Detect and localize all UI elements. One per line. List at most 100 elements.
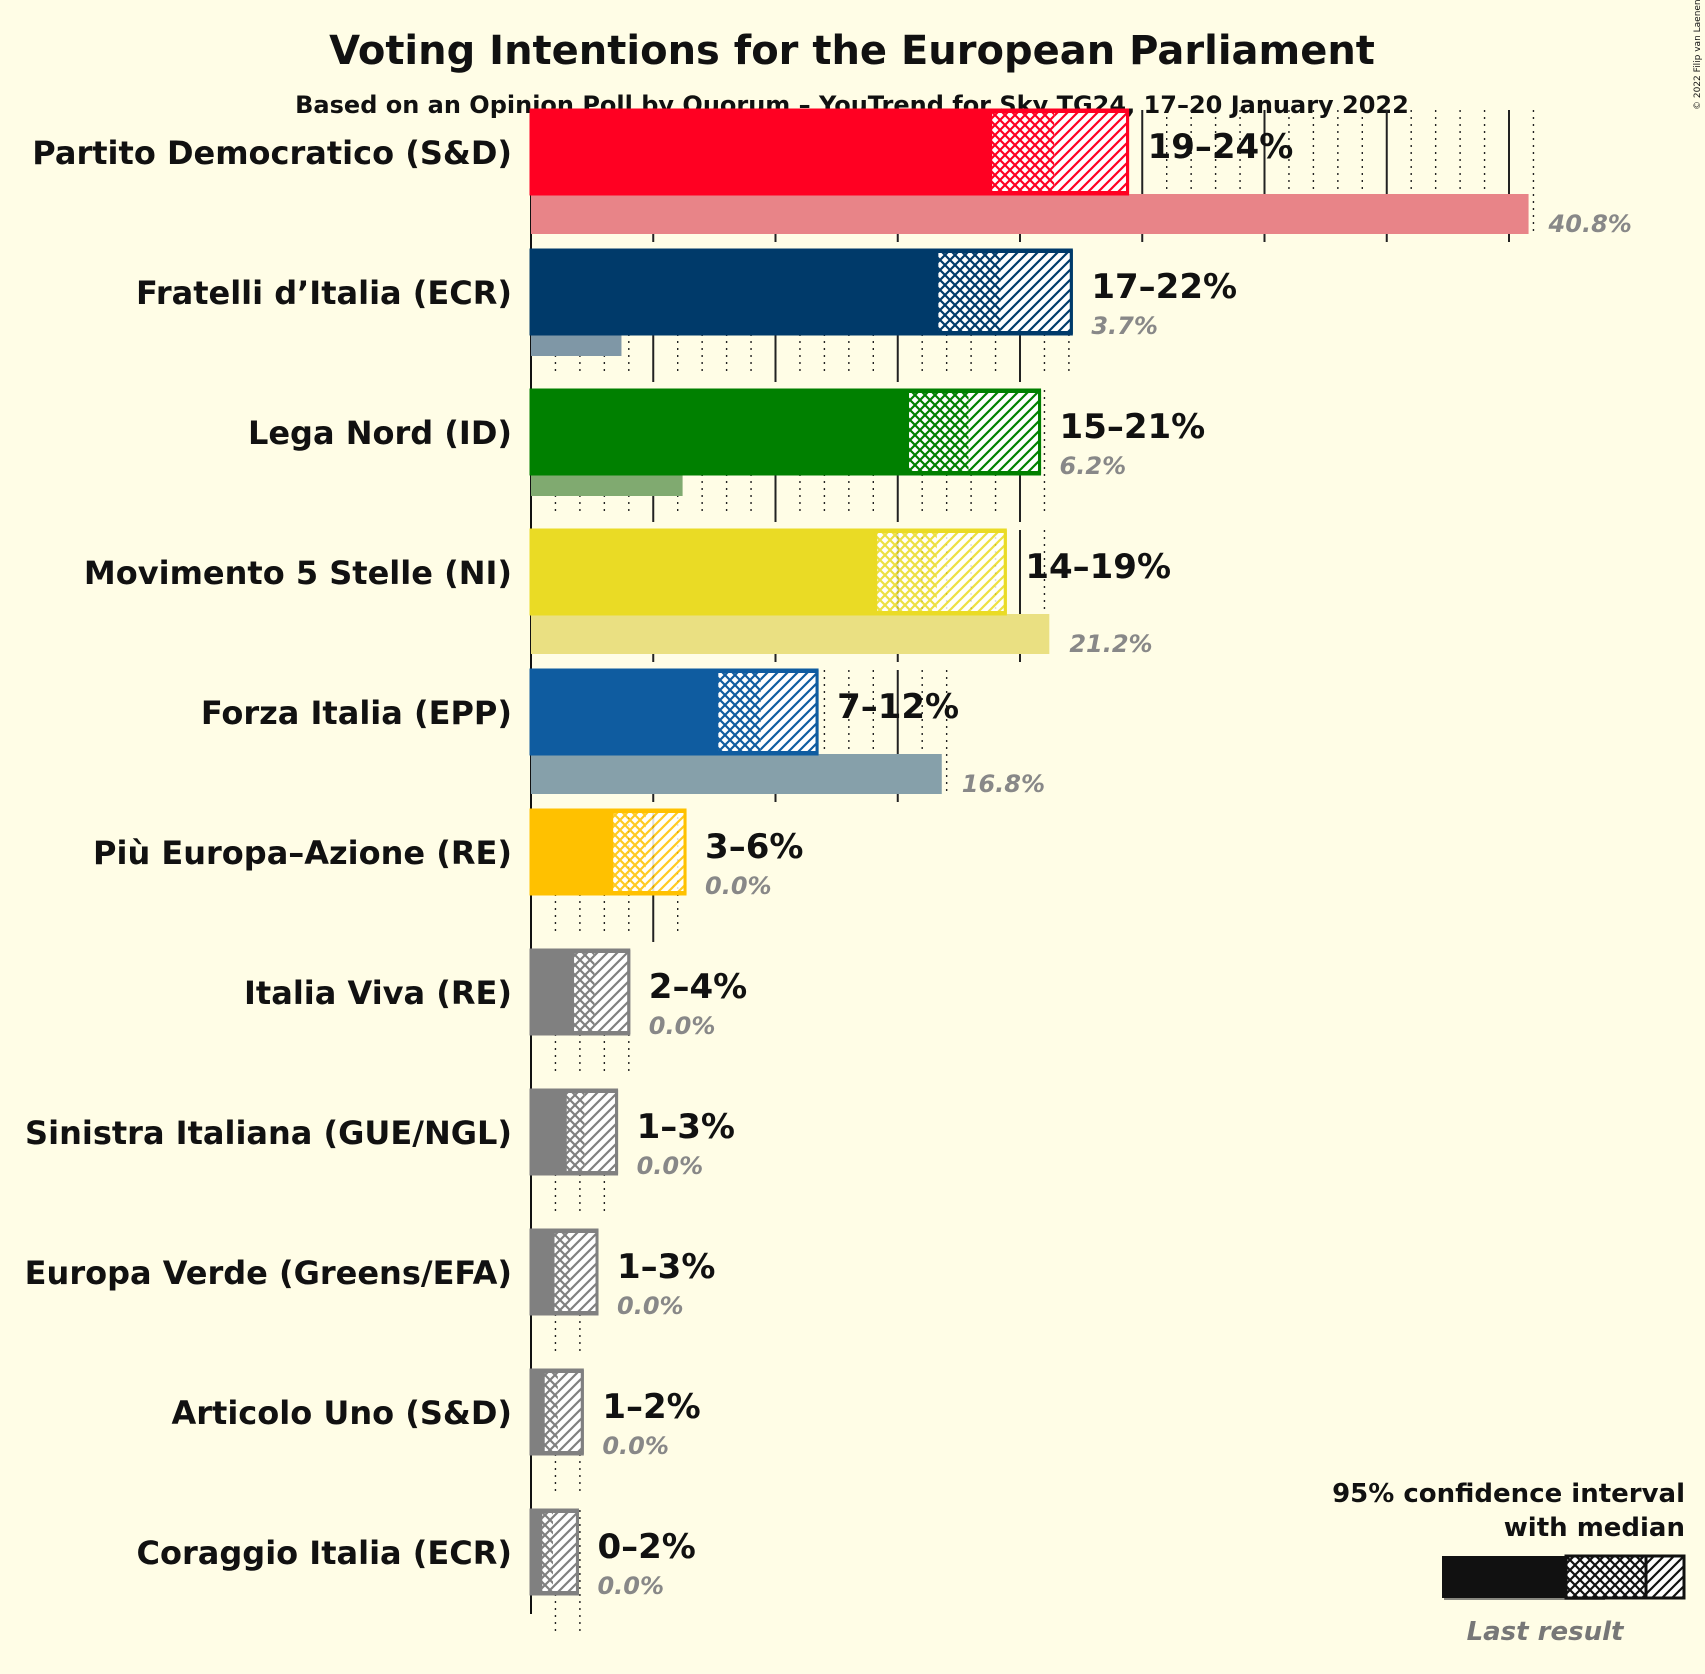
range-label: 14–19% <box>1025 547 1171 587</box>
party-row: Più Europa–Azione (RE) 3–6% 0.0% <box>93 808 803 942</box>
range-label: 1–2% <box>602 1387 700 1427</box>
bar-ci-lower <box>936 250 1001 334</box>
range-label: 2–4% <box>649 967 747 1007</box>
bar-ci-lower <box>875 530 937 614</box>
bar-ci-lower <box>611 810 646 894</box>
bar-outline <box>529 528 1007 616</box>
bar-solid <box>531 1510 541 1594</box>
range-label: 17–22% <box>1091 267 1237 307</box>
bars-layer: Partito Democratico (S&D) 19–24% 40.8% Frat… <box>25 108 1632 1634</box>
bar-ci-upper <box>968 390 1040 474</box>
party-row: Sinistra Italiana (GUE/NGL) 1–3% 0.0% <box>25 1088 735 1214</box>
range-label: 1–3% <box>617 1247 715 1287</box>
bar-ci-upper <box>1054 110 1128 194</box>
bar-outline <box>529 1088 619 1176</box>
legend-title-line2: with median <box>1504 1513 1685 1543</box>
party-row: Coraggio Italia (ECR) 0–2% 0.0% <box>137 1508 696 1634</box>
party-label: Sinistra Italiana (GUE/NGL) <box>25 1114 512 1152</box>
legend: 95% confidence interval with median Last… <box>1332 1479 1686 1647</box>
party-label: Coraggio Italia (ECR) <box>137 1534 512 1572</box>
legend-title-line1: 95% confidence interval <box>1332 1479 1685 1509</box>
bar-ci-lower <box>572 950 595 1034</box>
bar-ci-upper <box>936 530 1006 614</box>
last-result-bar <box>531 474 683 496</box>
bar-ci-upper <box>594 950 629 1034</box>
bar-ci-lower <box>907 390 969 474</box>
last-result-bar <box>531 754 942 794</box>
last-result-label: 0.0% <box>617 1292 684 1320</box>
bar-solid <box>531 390 908 474</box>
party-row: Articolo Uno (S&D) 1–2% 0.0% <box>171 1368 701 1494</box>
bar-solid <box>531 250 937 334</box>
party-label: Movimento 5 Stelle (NI) <box>84 554 512 592</box>
party-row: Partito Democratico (S&D) 19–24% 40.8% <box>32 108 1632 242</box>
range-label: 7–12% <box>837 687 959 727</box>
bar-solid <box>531 1090 566 1174</box>
bar-outline <box>529 1508 579 1596</box>
party-row: Fratelli d’Italia (ECR) 17–22% 3.7% <box>136 248 1237 382</box>
legend-solid-bar <box>1442 1556 1566 1598</box>
range-label: 3–6% <box>705 827 803 867</box>
last-result-label: 0.0% <box>637 1152 704 1180</box>
bar-ci-upper <box>760 670 818 754</box>
range-label: 19–24% <box>1148 127 1294 167</box>
last-result-bar <box>531 194 1529 234</box>
bar-solid <box>531 530 876 614</box>
bar-solid <box>531 110 991 194</box>
bar-outline <box>529 1228 599 1316</box>
last-result-label: 40.8% <box>1548 210 1632 238</box>
bar-outline <box>529 388 1042 476</box>
bar-ci-lower <box>553 1230 571 1314</box>
bar-outline <box>529 948 631 1036</box>
last-result-label: 3.7% <box>1091 312 1158 340</box>
bar-outline <box>529 1368 584 1456</box>
chart-title: Voting Intentions for the European Parli… <box>329 28 1375 74</box>
bar-ci-upper <box>584 1090 617 1174</box>
party-row: Italia Viva (RE) 2–4% 0.0% <box>244 948 747 1074</box>
range-label: 0–2% <box>597 1527 695 1567</box>
bar-outline <box>529 668 819 756</box>
legend-crosshatch-bar <box>1564 1554 1648 1600</box>
party-label: Articolo Uno (S&D) <box>171 1394 512 1432</box>
party-label: Italia Viva (RE) <box>244 974 512 1012</box>
bar-outline <box>529 248 1073 336</box>
party-label: Lega Nord (ID) <box>248 414 512 452</box>
bar-solid <box>531 1370 544 1454</box>
copyright-note: © 2022 Filip van Laenen <box>1693 0 1703 110</box>
bar-ci-lower <box>716 670 761 754</box>
last-result-label: 21.2% <box>1069 630 1152 658</box>
last-result-label: 0.0% <box>602 1432 669 1460</box>
party-label: Europa Verde (Greens/EFA) <box>25 1254 512 1292</box>
party-label: Più Europa–Azione (RE) <box>93 834 512 872</box>
last-result-bar <box>531 334 622 356</box>
bar-ci-upper <box>645 810 686 894</box>
party-row: Forza Italia (EPP) 7–12% 16.8% <box>201 668 1045 802</box>
party-label: Fratelli d’Italia (ECR) <box>136 274 512 312</box>
bar-ci-upper <box>570 1230 598 1314</box>
last-result-label: 6.2% <box>1060 452 1127 480</box>
last-result-label: 16.8% <box>962 770 1045 798</box>
range-label: 15–21% <box>1060 407 1206 447</box>
party-label: Forza Italia (EPP) <box>201 694 512 732</box>
bar-ci-lower <box>990 110 1055 194</box>
legend-hatch-bar <box>1644 1554 1686 1600</box>
bar-ci-upper <box>553 1510 578 1594</box>
party-row: Lega Nord (ID) 15–21% 6.2% <box>248 388 1206 522</box>
bar-ci-lower <box>540 1510 554 1594</box>
bar-outline <box>529 108 1130 196</box>
party-label: Partito Democratico (S&D) <box>32 134 512 172</box>
bar-solid <box>531 1230 554 1314</box>
bar-ci-upper <box>557 1370 583 1454</box>
party-row: Europa Verde (Greens/EFA) 1–3% 0.0% <box>25 1228 715 1354</box>
last-result-bar <box>531 614 1050 654</box>
last-result-label: 0.0% <box>649 1012 716 1040</box>
bar-ci-lower <box>543 1370 558 1454</box>
last-result-label: 0.0% <box>597 1572 664 1600</box>
last-result-label: 0.0% <box>705 872 772 900</box>
legend-last-result-label: Last result <box>1467 1617 1625 1647</box>
bar-solid <box>531 810 612 894</box>
party-row: Movimento 5 Stelle (NI) 14–19% 21.2% <box>84 528 1171 662</box>
bar-outline <box>529 808 687 896</box>
bar-ci-lower <box>565 1090 585 1174</box>
